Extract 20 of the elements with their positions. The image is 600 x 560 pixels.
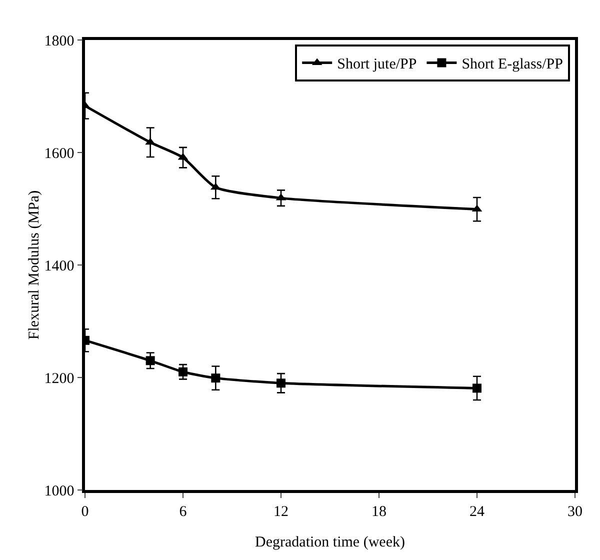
y-tick-label: 1000	[44, 483, 74, 500]
point	[178, 367, 188, 376]
y-tick-label: 1400	[44, 258, 74, 274]
point	[146, 356, 155, 366]
point	[276, 378, 286, 388]
y-tick-label: 1800	[44, 33, 74, 50]
point	[211, 374, 220, 383]
y-axis-title: Flexural Modulus (MPa)	[26, 190, 42, 340]
point	[472, 384, 482, 393]
x-tick-label: 6	[179, 504, 188, 520]
x-tick-label: 30	[568, 504, 582, 520]
legend-label: Short E-glass/PP	[462, 56, 563, 73]
legend-label: Short jute/PP	[337, 56, 417, 73]
y-tick-label: 1200	[44, 370, 74, 387]
x-tick-label: 18	[372, 504, 386, 520]
y-tick-label: 1600	[44, 146, 74, 162]
x-tick-label: 24	[470, 504, 485, 520]
x-tick-label: 0	[81, 504, 89, 520]
x-axis-title: Degradation time (week)	[255, 534, 405, 550]
x-tick-label: 12	[274, 504, 288, 520]
